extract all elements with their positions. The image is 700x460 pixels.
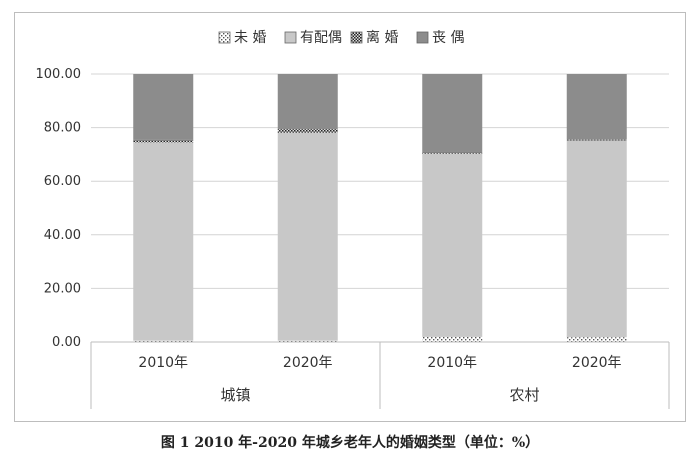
bar-segment-4 [133,74,194,140]
bar-segment-3 [566,139,627,141]
bar-segment-2 [133,142,194,341]
legend-label: 有配偶 [300,30,342,46]
bar-segment-1 [422,336,483,342]
legend-label: 丧 偶 [432,30,464,46]
x-tick-label: 2010年 [427,355,477,371]
legend-swatch [416,31,429,44]
bar-segment-2 [566,140,627,338]
bar-segment-1 [566,337,627,342]
legend-swatch [350,31,363,44]
stacked-bar-chart: 未 婚 有配偶 离 婚 丧 偶 0.00 20.00 40.00 60.00 80.00 100… [36,29,670,409]
y-tick-label: 0.00 [52,335,81,350]
bar-segment-4 [566,74,627,140]
x-tick-label: 2010年 [138,355,188,371]
x-tick-label: 2020年 [283,355,333,371]
y-tick-label: 40.00 [44,228,81,243]
bar-segment-2 [422,153,483,337]
group-label: 城镇 [220,386,250,404]
figure-caption: 图 1 2010 年-2020 年城乡老年人的婚姻类型（单位：%） [160,435,540,451]
bars [133,74,627,342]
y-tick-label: 100.00 [36,67,82,82]
bar-segment-3 [133,139,194,143]
legend-swatch [284,31,297,44]
group-label: 农村 [509,386,539,404]
y-tick-label: 20.00 [44,281,81,296]
bar-segment-1 [133,340,194,342]
y-tick-label: 80.00 [44,121,81,136]
bar-segment-4 [422,74,483,152]
chart-frame: 未 婚 有配偶 离 婚 丧 偶 0.00 20.00 40.00 60.00 80.00 100… [14,12,686,422]
legend-label: 离 婚 [366,29,398,46]
bar-segment-4 [277,74,338,130]
bar-segment-3 [422,151,483,154]
y-axis: 0.00 20.00 40.00 60.00 80.00 100.00 [36,67,82,350]
bar-segment-3 [277,129,338,133]
legend: 未 婚 有配偶 离 婚 丧 偶 [218,29,464,46]
legend-swatch [218,31,231,44]
bar-segment-1 [277,340,338,342]
y-tick-label: 60.00 [44,174,81,189]
bar-segment-2 [277,132,338,341]
legend-label: 未 婚 [234,30,266,46]
x-tick-label: 2020年 [572,355,622,371]
